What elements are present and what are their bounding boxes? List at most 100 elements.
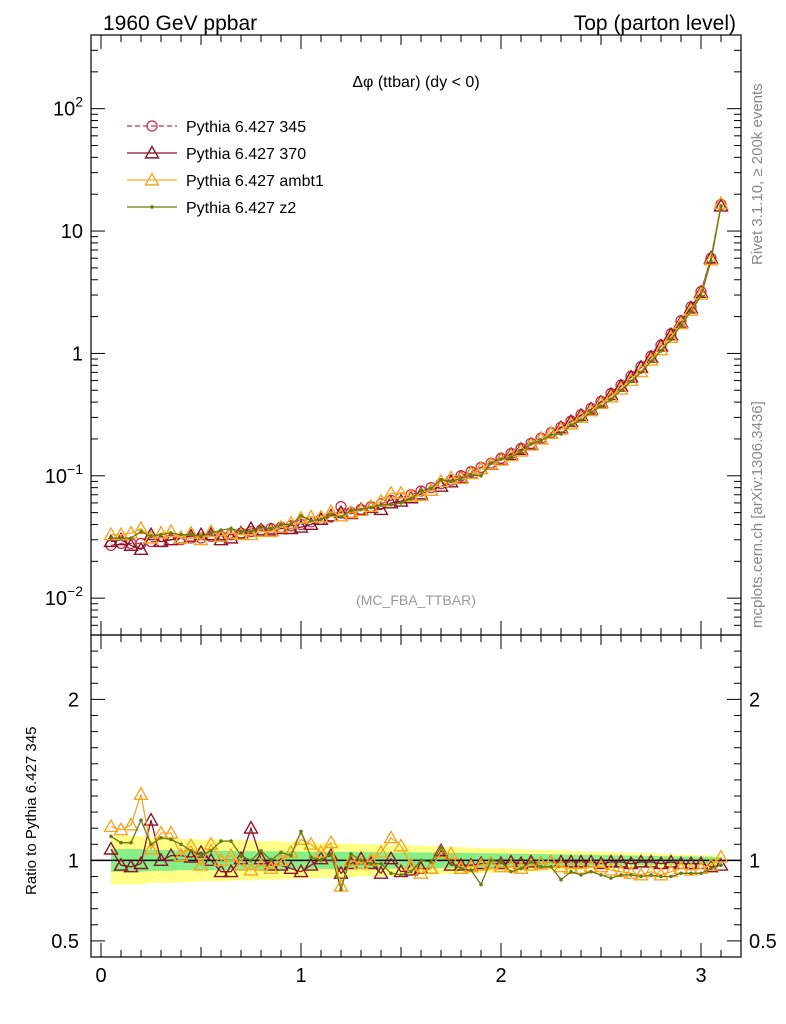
data-point bbox=[335, 500, 347, 513]
ratio-point bbox=[393, 837, 409, 852]
ratio-point bbox=[179, 842, 183, 847]
legend-marker bbox=[144, 172, 160, 186]
data-point bbox=[339, 515, 343, 519]
data-point bbox=[703, 252, 719, 266]
ratio-point bbox=[123, 858, 139, 873]
ratio-point bbox=[133, 786, 149, 800]
ratio-point bbox=[173, 847, 189, 862]
ratio-point bbox=[379, 861, 383, 866]
legend-label: Pythia 6.427 z2 bbox=[186, 200, 296, 217]
ratio-point bbox=[293, 863, 309, 878]
data-point bbox=[383, 495, 399, 509]
ratio-ylabel: Ratio to Pythia 6.427 345 bbox=[23, 727, 40, 895]
ratio-point bbox=[149, 842, 153, 847]
data-point bbox=[163, 523, 179, 538]
ratio-point bbox=[119, 840, 123, 845]
ratio-point bbox=[489, 858, 493, 863]
data-point bbox=[633, 363, 649, 378]
ratio-y-tick-label: 2 bbox=[68, 689, 79, 711]
ratio-point bbox=[279, 850, 283, 855]
ratio-point bbox=[483, 855, 499, 870]
data-point bbox=[249, 529, 253, 534]
ratio-point bbox=[299, 829, 303, 834]
ratio-series-line bbox=[110, 794, 722, 889]
data-point bbox=[619, 388, 623, 393]
data-point bbox=[589, 410, 593, 415]
data-point bbox=[719, 204, 723, 208]
ratio-point bbox=[273, 852, 289, 866]
ratio-point bbox=[649, 873, 653, 877]
ratio-point bbox=[653, 866, 669, 881]
data-point bbox=[343, 504, 359, 519]
ratio-point bbox=[713, 849, 729, 863]
data-point bbox=[449, 479, 453, 484]
ratio-point bbox=[383, 850, 399, 865]
data-point bbox=[469, 472, 473, 477]
ratio-point bbox=[329, 852, 333, 856]
ratio-point bbox=[389, 871, 393, 876]
ratio-point bbox=[223, 863, 239, 878]
ratio-point bbox=[349, 852, 353, 856]
ratio-point bbox=[313, 844, 329, 858]
ratio-point bbox=[629, 873, 633, 877]
legend-marker bbox=[146, 120, 158, 132]
ratio-point bbox=[129, 840, 133, 845]
ratio-point bbox=[143, 841, 159, 855]
ratio-y-tick-label-right: 1 bbox=[749, 850, 760, 872]
ratio-point bbox=[359, 858, 363, 863]
data-point bbox=[233, 526, 249, 541]
ratio-point bbox=[113, 857, 129, 871]
ratio-point bbox=[479, 882, 483, 887]
ratio-point bbox=[519, 866, 523, 871]
ratio-point bbox=[443, 846, 459, 860]
ratio-panel: 0.5 0.5 1 1 2 2 0 1 2 3 Ratio to Pythia 6.427 34… bbox=[23, 634, 777, 987]
header-right: Top (parton level) bbox=[574, 12, 736, 35]
ratio-point bbox=[689, 871, 693, 876]
ratio-point bbox=[199, 853, 203, 858]
data-point bbox=[599, 404, 603, 409]
legend-label: Pythia 6.427 370 bbox=[186, 146, 306, 163]
ratio-point bbox=[719, 863, 723, 868]
data-point bbox=[223, 525, 239, 539]
data-point bbox=[409, 496, 413, 501]
ratio-point bbox=[669, 874, 673, 879]
data-point bbox=[103, 533, 119, 548]
y-tick-label: 10 bbox=[61, 221, 83, 243]
ratio-point bbox=[233, 850, 249, 865]
ratio-point bbox=[269, 858, 273, 863]
ratio-point bbox=[139, 818, 143, 822]
data-point bbox=[203, 523, 219, 538]
data-point bbox=[189, 532, 193, 537]
x-tick-label: 3 bbox=[695, 965, 706, 987]
ratio-point bbox=[353, 855, 369, 870]
data-point bbox=[653, 341, 669, 356]
data-point bbox=[439, 477, 443, 482]
data-point bbox=[243, 526, 259, 541]
data-point bbox=[643, 352, 659, 366]
ratio-point bbox=[123, 817, 139, 831]
data-point bbox=[489, 461, 493, 465]
data-point bbox=[269, 526, 273, 531]
data-point bbox=[359, 507, 363, 512]
ratio-point bbox=[433, 842, 449, 857]
ratio-point bbox=[529, 860, 533, 864]
ratio-point bbox=[403, 862, 419, 876]
ratio-point bbox=[589, 869, 593, 874]
ratio-point bbox=[189, 848, 193, 853]
ratio-point bbox=[643, 854, 659, 868]
ratio-point bbox=[603, 854, 619, 868]
ratio-point bbox=[273, 857, 289, 871]
y-tick-label: 1 bbox=[72, 343, 83, 365]
ratio-point bbox=[259, 848, 263, 853]
ratio-point bbox=[343, 852, 359, 866]
data-point bbox=[479, 473, 483, 478]
data-point bbox=[623, 372, 639, 387]
data-point bbox=[629, 379, 633, 384]
data-point bbox=[293, 519, 309, 533]
y-tick-label: 10−1 bbox=[45, 461, 83, 488]
ratio-point bbox=[103, 818, 119, 833]
ratio-point bbox=[679, 871, 683, 876]
ratio-point bbox=[473, 857, 489, 871]
ratio-point bbox=[323, 834, 339, 849]
ratio-point bbox=[469, 868, 473, 872]
